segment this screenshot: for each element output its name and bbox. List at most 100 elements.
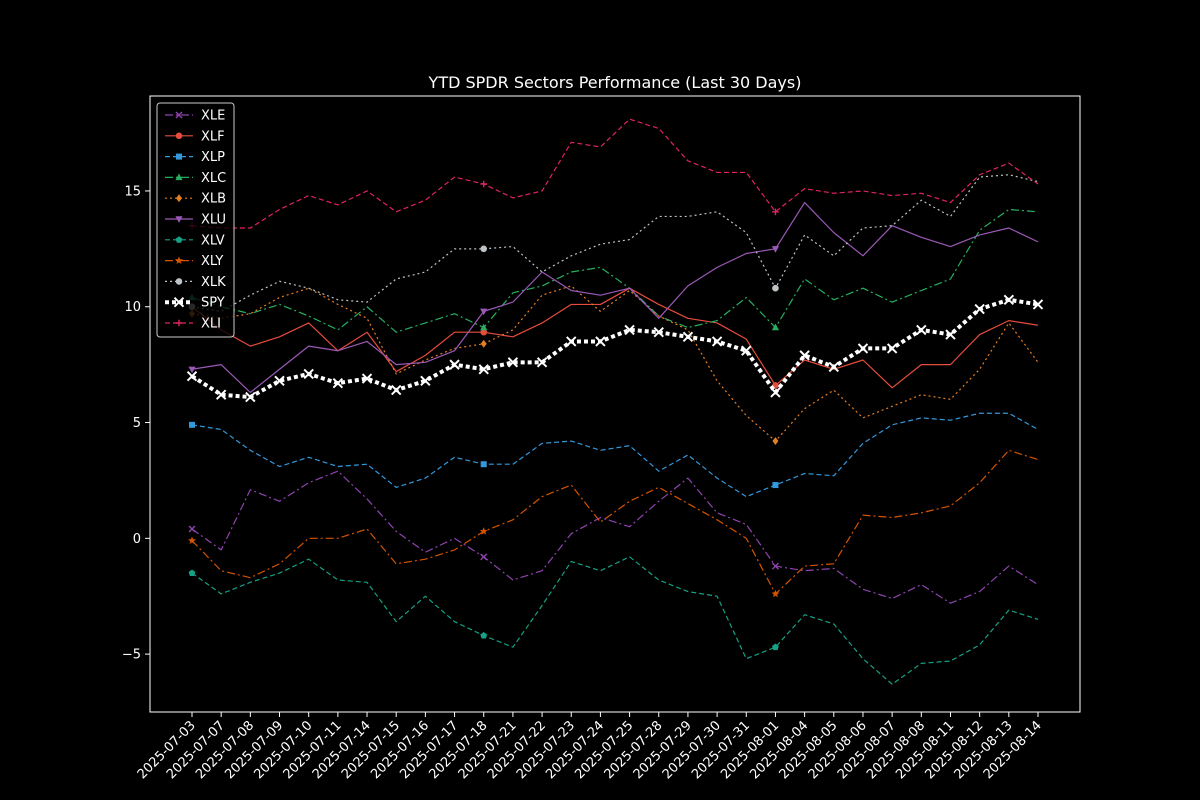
data-point-xlp — [772, 482, 779, 489]
data-point-xlk — [480, 245, 488, 253]
series-line-xlf — [191, 287, 1039, 389]
data-point-xlk — [772, 284, 779, 292]
legend-label: XLF — [201, 129, 225, 144]
legend-entry-xlc: XLC — [165, 171, 226, 186]
data-point-spy — [361, 373, 373, 384]
legend-marker — [176, 153, 182, 160]
legend-marker — [175, 132, 183, 140]
data-point-spy — [945, 329, 956, 340]
y-tick-label: 10 — [124, 300, 141, 315]
data-point-xlu — [480, 308, 488, 316]
series-line-xlb — [191, 285, 1039, 442]
legend-label: XLV — [201, 233, 225, 248]
legend-marker — [175, 111, 183, 119]
series-line-xle — [191, 470, 1039, 604]
data-point-spy — [420, 375, 431, 387]
y-tick-label: −5 — [122, 648, 141, 663]
legend-entry-xlv: XLV — [165, 233, 225, 248]
legend-marker — [176, 194, 182, 203]
legend-label: XLC — [201, 171, 226, 186]
legend-label: XLY — [201, 254, 223, 269]
data-point-xlu — [188, 366, 196, 374]
data-point-spy — [332, 377, 344, 389]
legend-marker — [175, 216, 183, 223]
data-point-xlu — [771, 246, 780, 253]
legend-marker — [175, 236, 183, 243]
legend-label: SPY — [201, 296, 225, 311]
data-point-xly — [479, 527, 488, 535]
series-line-spy — [190, 297, 1039, 400]
data-point-spy — [478, 364, 489, 375]
series-xlu — [188, 201, 1039, 394]
data-point-spy — [857, 343, 869, 354]
data-point-xlp — [480, 461, 487, 468]
legend-entry-xlu: XLU — [165, 213, 226, 228]
data-point-xle — [188, 525, 196, 533]
legend-entry-xlb: XLB — [165, 192, 226, 207]
series-xlv — [188, 556, 1039, 685]
legend-marker — [175, 256, 183, 264]
data-point-spy — [1003, 294, 1015, 305]
series-xly — [188, 449, 1039, 598]
data-point-spy — [536, 357, 548, 368]
data-point-xlv — [772, 643, 779, 651]
series-xlb — [189, 285, 1039, 445]
data-point-spy — [1032, 299, 1044, 310]
chart-title: YTD SPDR Sectors Performance (Last 30 Da… — [428, 73, 802, 92]
data-point-xle — [771, 562, 779, 570]
data-point-spy — [624, 324, 635, 336]
legend-entry-xle: XLE — [165, 109, 225, 124]
series-line-xlu — [191, 201, 1039, 394]
data-point-spy — [215, 389, 227, 400]
data-point-spy — [828, 361, 839, 373]
data-point-spy — [566, 336, 577, 347]
data-point-xlc — [480, 323, 488, 331]
data-point-xlb — [772, 437, 779, 445]
data-point-xlb — [480, 339, 487, 348]
y-tick-label: 0 — [133, 532, 141, 547]
data-point-spy — [799, 350, 810, 361]
series-xlp — [189, 412, 1039, 498]
legend-box — [156, 102, 235, 338]
legend-marker — [175, 173, 183, 181]
data-point-xle — [480, 553, 488, 561]
legend-marker — [175, 319, 183, 327]
legend-entry-spy: SPY — [165, 296, 225, 311]
legend-entry-xli: XLI — [165, 317, 221, 332]
data-point-spy — [274, 375, 285, 387]
data-point-spy — [449, 359, 460, 370]
data-point-spy — [741, 345, 752, 356]
legend-label: XLK — [201, 275, 226, 290]
legend-marker — [175, 278, 183, 285]
legend-marker — [173, 296, 185, 308]
data-point-spy — [245, 391, 256, 403]
legend-label: XLE — [201, 109, 225, 124]
legend-entry-xlk: XLK — [165, 275, 226, 290]
legend-entry-xlf: XLF — [165, 129, 225, 144]
series-spy — [186, 294, 1044, 403]
plot-area — [149, 95, 1081, 713]
data-point-spy — [886, 343, 898, 354]
data-point-spy — [507, 357, 519, 368]
data-point-spy — [974, 303, 985, 315]
legend-entry-xlp: XLP — [165, 150, 225, 165]
data-point-xli — [772, 208, 779, 216]
data-point-spy — [391, 384, 402, 396]
data-point-spy — [653, 327, 664, 338]
data-point-xlf — [480, 328, 488, 336]
data-point-spy — [682, 331, 694, 343]
data-point-xly — [771, 589, 780, 598]
y-tick-label: 5 — [133, 416, 141, 431]
data-point-xlv — [480, 631, 488, 639]
plot-frame — [149, 95, 1081, 713]
legend-label: XLU — [201, 213, 226, 228]
data-point-spy — [186, 371, 198, 382]
series-line-xlc — [191, 208, 1039, 333]
data-point-spy — [711, 336, 723, 347]
series-line-xlp — [191, 412, 1039, 498]
data-point-spy — [770, 387, 781, 398]
data-point-xlc — [771, 323, 780, 331]
series-line-xli — [191, 118, 1039, 229]
y-tick-label: 15 — [124, 184, 141, 199]
